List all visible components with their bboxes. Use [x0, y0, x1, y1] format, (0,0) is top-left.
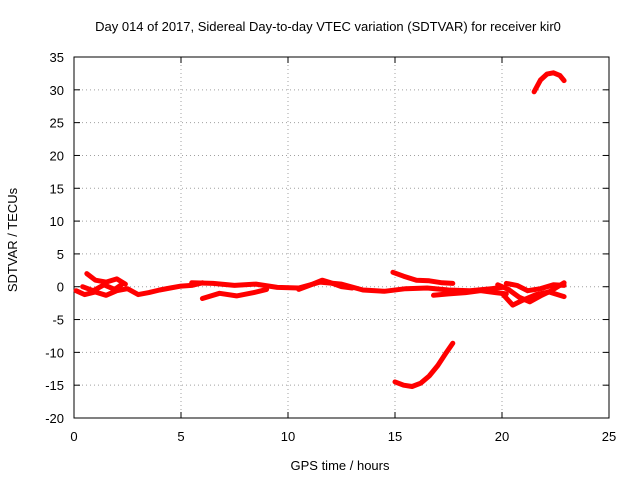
series-line-arc-high — [390, 269, 456, 286]
y-tick-label: -15 — [45, 378, 64, 393]
y-tick-label: 10 — [50, 214, 64, 229]
x-axis-label: GPS time / hours — [291, 458, 390, 473]
x-tick-label: 20 — [495, 429, 509, 444]
x-tick-label: 5 — [177, 429, 184, 444]
series-line-high-arc — [531, 70, 567, 95]
x-tick-label: 10 — [281, 429, 295, 444]
series-line-late-band-b — [499, 289, 567, 308]
plot-frame — [73, 56, 610, 419]
y-axis-label: SDTVAR / TECUs — [5, 187, 20, 292]
y-tick-label: 30 — [50, 83, 64, 98]
data-series — [73, 70, 567, 389]
y-tick-label: -20 — [45, 411, 64, 426]
y-tick-label: 5 — [57, 247, 64, 262]
series-line-mid-dip — [199, 286, 270, 301]
grid-lines — [74, 57, 609, 418]
series-line-mid-bump — [296, 277, 355, 292]
y-tick-label: 35 — [50, 50, 64, 65]
chart-title: Day 014 of 2017, Sidereal Day-to-day VTE… — [95, 19, 561, 34]
series-line-mid-late — [431, 288, 509, 298]
axis-ticks: 0 5 10 15 20 25 -20 -15 -10 -5 0 5 10 15 20 25 30 35 — [45, 50, 616, 444]
y-tick-label: 25 — [50, 116, 64, 131]
y-tick-label: 15 — [50, 181, 64, 196]
series-line-early-wave — [80, 280, 126, 294]
x-tick-label: 0 — [70, 429, 77, 444]
y-tick-label: 20 — [50, 148, 64, 163]
y-tick-label: -5 — [52, 313, 64, 328]
y-tick-label: -10 — [45, 345, 64, 360]
y-tick-label: 0 — [57, 280, 64, 295]
x-tick-label: 25 — [602, 429, 616, 444]
series-line-early-upper — [84, 271, 128, 287]
series-line-late-band-c — [503, 280, 567, 294]
x-tick-label: 15 — [388, 429, 402, 444]
series-line-dip-arc — [392, 340, 456, 389]
